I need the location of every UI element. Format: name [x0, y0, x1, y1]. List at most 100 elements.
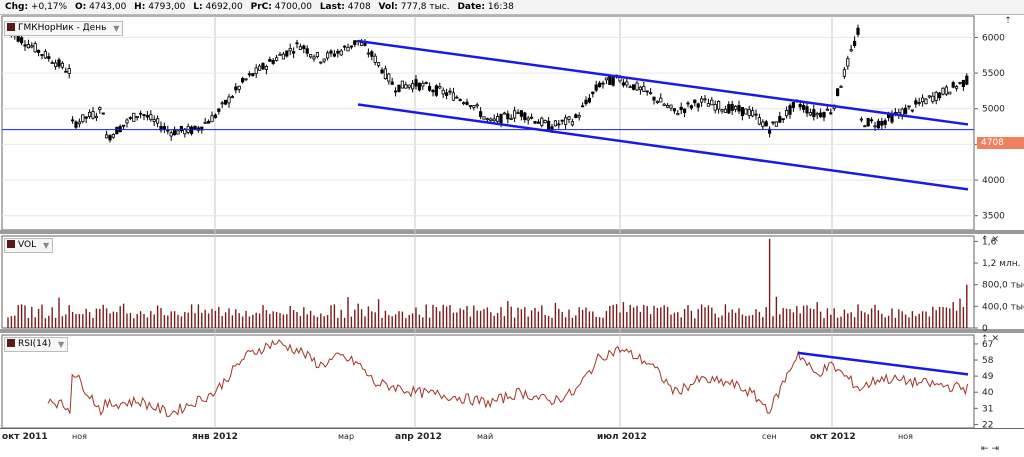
candle-body	[921, 97, 925, 103]
candle-body	[927, 95, 932, 98]
y-tick-label: 49	[982, 372, 994, 382]
candle-body	[400, 80, 405, 89]
candle-body	[302, 45, 306, 49]
candle-body	[421, 83, 425, 87]
chevron-down-icon[interactable]: ▼	[42, 241, 50, 250]
x-tick-label: сен	[762, 432, 777, 441]
candle-body	[349, 45, 354, 48]
candle-body	[495, 116, 500, 122]
move-top-icon[interactable]: ⇡	[981, 334, 989, 344]
y-tick-label: 400,0 тыс	[982, 302, 1024, 312]
candle-body	[247, 73, 251, 76]
candle-body	[342, 45, 347, 48]
candle-body	[455, 96, 459, 99]
candle-body	[907, 105, 911, 108]
candle-body	[492, 118, 496, 122]
y-tick-label: 58	[982, 356, 994, 366]
candle-body	[560, 119, 564, 122]
price-panel-controls[interactable]: ⇡	[996, 16, 1020, 26]
price-panel-tag[interactable]: ГМКНорНик - День ▼	[4, 21, 124, 36]
candle-body	[547, 120, 551, 131]
candle-body	[591, 91, 595, 95]
candle-body	[407, 84, 411, 88]
candle-body	[115, 126, 119, 135]
candle-body	[291, 51, 296, 54]
candle-body	[132, 112, 136, 122]
candle-body	[485, 118, 490, 121]
open-value: 4743,00	[89, 2, 127, 12]
trendline[interactable]	[357, 103, 969, 191]
volume-panel-controls[interactable]: ⇡ ✕	[978, 235, 1002, 245]
candle-body	[213, 114, 217, 118]
candle-body	[206, 120, 211, 124]
candle-body	[870, 119, 874, 122]
candle-body	[883, 120, 887, 125]
candle-body	[944, 86, 949, 95]
candle-body	[635, 82, 639, 91]
candle-body	[781, 118, 785, 121]
rsi-panel-controls[interactable]: ⇡ ✕	[978, 334, 1002, 344]
panel-separator	[0, 329, 1024, 333]
candle-body	[346, 46, 350, 52]
candle-body	[261, 63, 265, 70]
candle-body	[689, 105, 694, 109]
candle-body	[37, 49, 41, 53]
move-top-icon[interactable]: ⇡	[981, 235, 989, 245]
candle-body	[91, 111, 95, 119]
chart-canvas[interactable]: 6000550050004500400035001,61,2 млн.800,0…	[0, 15, 1024, 457]
candle-body	[608, 76, 612, 85]
candle-body	[863, 125, 867, 128]
candle-body	[441, 89, 445, 95]
candle-body	[30, 45, 34, 48]
candle-body	[135, 116, 139, 119]
candle-body	[577, 115, 581, 118]
candle-body	[822, 111, 826, 118]
candle-body	[598, 82, 602, 88]
candle-body	[308, 54, 313, 58]
candle-body	[771, 121, 775, 124]
rsi-trendline[interactable]	[797, 351, 969, 376]
chg-label: Chg:	[5, 2, 29, 12]
candle-body	[393, 90, 398, 93]
trendline[interactable]	[357, 39, 969, 126]
candle-body	[251, 73, 255, 77]
candle-body	[914, 100, 918, 105]
candle-body	[370, 51, 374, 57]
candle-body	[234, 86, 238, 91]
candle-body	[649, 92, 653, 95]
y-tick-label: 4000	[982, 176, 1005, 186]
candle-body	[404, 84, 408, 89]
scroll-left-icon[interactable]: ⇤	[981, 444, 989, 454]
close-icon[interactable]: ✕	[991, 334, 999, 344]
candle-body	[390, 81, 394, 85]
chevron-down-icon[interactable]: ▼	[113, 24, 120, 33]
candle-body	[693, 99, 697, 104]
candle-body	[536, 121, 541, 124]
close-icon[interactable]: ✕	[991, 235, 999, 245]
candle-body	[54, 62, 58, 68]
candle-body	[128, 117, 132, 119]
candle-body	[645, 90, 649, 93]
vol-value: 777,8 тыс.	[400, 2, 450, 12]
candle-body	[434, 85, 439, 96]
series-swatch	[7, 339, 15, 347]
move-top-icon[interactable]: ⇡	[1004, 16, 1012, 26]
candle-body	[278, 53, 282, 56]
candle-body	[706, 103, 711, 107]
rsi-panel-tag[interactable]: RSI(14) ▼	[4, 337, 69, 352]
candle-body	[475, 104, 479, 107]
candle-body	[951, 82, 955, 88]
scroll-right-icon[interactable]: ⇥	[991, 444, 999, 454]
candle-body	[815, 113, 819, 116]
volume-panel-tag[interactable]: VOL ▼	[4, 238, 54, 253]
candle-body	[461, 102, 466, 105]
candle-body	[295, 42, 299, 45]
candle-body	[581, 105, 585, 108]
candle-body	[703, 98, 707, 101]
scroll-controls[interactable]: ⇤ ⇥	[978, 444, 1002, 454]
candle-body	[846, 58, 850, 67]
candle-body	[410, 83, 415, 90]
chevron-down-icon[interactable]: ▼	[57, 340, 65, 349]
candle-body	[727, 104, 731, 114]
candle-body	[336, 50, 340, 54]
